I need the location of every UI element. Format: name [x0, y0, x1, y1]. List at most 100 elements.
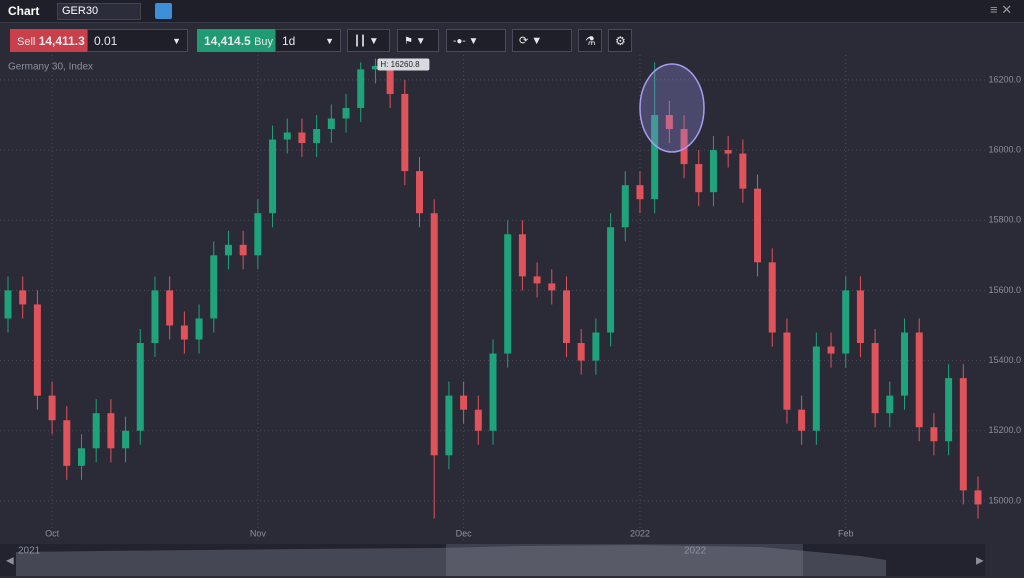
navigator-label: 2022: [684, 546, 707, 557]
candle-body: [151, 290, 159, 344]
candle-body: [798, 409, 806, 431]
candle-body: [283, 132, 291, 140]
candle-body: [974, 490, 982, 505]
candle-body: [430, 213, 438, 456]
timeframe-select[interactable]: 1d ▼: [275, 29, 341, 52]
candle-body: [342, 107, 350, 119]
candle-body: [63, 420, 71, 466]
settings-button[interactable]: ⚙: [608, 29, 632, 52]
candle-body: [77, 448, 85, 466]
candle-body: [607, 227, 615, 333]
candle-body: [195, 318, 203, 340]
highlight-circle: [639, 63, 705, 153]
candle-body: [651, 114, 659, 200]
symbol-button[interactable]: [155, 3, 172, 19]
candle-body: [313, 129, 321, 144]
candle-body: [886, 395, 894, 414]
candle-body: [386, 65, 394, 94]
buy-price: 14,414.5: [204, 34, 251, 48]
candle-body: [945, 378, 953, 442]
quantity-select[interactable]: 0.01 ▼: [87, 29, 188, 52]
candle-body: [901, 332, 909, 396]
candle-body: [136, 343, 144, 431]
candle-body: [562, 290, 570, 344]
candle-body: [180, 325, 188, 340]
candle-body: [930, 427, 938, 442]
drawing-button[interactable]: ⚑ ▼: [397, 29, 439, 52]
navigator-left[interactable]: ◀: [6, 556, 14, 567]
candle-body: [768, 262, 776, 333]
candle-body: [254, 213, 262, 256]
title-bar: Chart GER30 ≡ ✕: [0, 0, 1024, 23]
x-tick-label: Nov: [250, 528, 267, 538]
candle-body: [592, 332, 600, 361]
indicator-button[interactable]: ⚗: [578, 29, 602, 52]
candle-body: [4, 290, 12, 319]
candle-body: [739, 153, 747, 189]
timeframe: 1d: [282, 34, 296, 48]
navigator: [0, 544, 985, 576]
candle-body: [489, 353, 497, 431]
candle-body: [401, 93, 409, 172]
navigator-window[interactable]: [446, 544, 803, 576]
candle-body: [518, 234, 526, 277]
candle-body: [783, 332, 791, 410]
y-tick-label: 16000.0: [988, 144, 1021, 154]
candle-body: [680, 129, 688, 165]
navigator-right[interactable]: ▶: [976, 556, 984, 567]
candle-body: [548, 283, 556, 291]
candle-body: [107, 413, 115, 449]
buy-button[interactable]: 14,414.5 Buy: [197, 29, 281, 52]
candle-body: [269, 139, 277, 214]
symbol-input[interactable]: GER30: [57, 3, 141, 20]
chart-type-button[interactable]: ┃┃ ▼: [347, 29, 390, 52]
candle-body: [665, 114, 673, 130]
sell-price: 14,411.3: [38, 34, 85, 48]
candle-body: [842, 290, 850, 354]
candle-body: [357, 69, 365, 108]
y-tick-label: 15400.0: [988, 355, 1021, 365]
quantity: 0.01: [94, 34, 118, 48]
x-tick-label: Oct: [45, 528, 60, 538]
y-tick-label: 16200.0: [988, 74, 1021, 84]
candle-body: [754, 188, 762, 263]
sell-button[interactable]: Sell 14,411.3: [10, 29, 92, 52]
y-tick-label: 15600.0: [988, 285, 1021, 295]
candle-body: [812, 346, 820, 431]
sell-label: Sell: [17, 36, 36, 48]
candle-body: [48, 395, 56, 421]
candle-body: [327, 118, 335, 130]
candle-body: [915, 332, 923, 428]
y-tick-label: 15800.0: [988, 215, 1021, 225]
x-tick-label: 2022: [630, 528, 650, 538]
candle-body: [122, 430, 130, 449]
y-tick-label: 15000.0: [988, 495, 1021, 505]
candle-body: [371, 65, 379, 70]
candle-body: [724, 150, 732, 154]
candle-body: [636, 185, 644, 200]
time-button[interactable]: -●- ▼: [446, 29, 506, 52]
panel-title: Chart: [8, 4, 40, 18]
candle-body: [474, 409, 482, 431]
candle-body: [239, 244, 247, 256]
candle-body: [92, 413, 100, 449]
x-tick-label: Feb: [838, 528, 854, 538]
candle-body: [871, 343, 879, 414]
annotation: H: 16260.8: [380, 60, 420, 69]
candle-body: [19, 290, 27, 305]
candle-body: [621, 185, 629, 228]
candle-body: [33, 304, 41, 396]
candle-body: [856, 290, 864, 344]
candle-body: [166, 290, 174, 326]
menu-icon[interactable]: ≡ ✕: [990, 2, 1013, 17]
candle-body: [577, 343, 585, 361]
candle-body: [210, 255, 218, 319]
candle-body: [298, 132, 306, 144]
candle-body: [827, 346, 835, 354]
navigator-area: [16, 545, 886, 576]
refresh-button[interactable]: ⟳ ▼: [512, 29, 572, 52]
buy-label: Buy: [254, 36, 274, 48]
candle-body: [445, 395, 453, 456]
